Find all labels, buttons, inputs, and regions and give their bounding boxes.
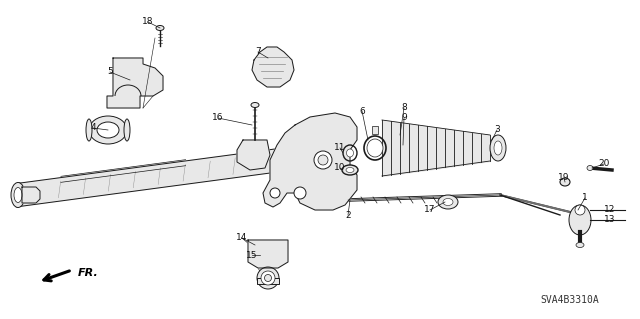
Polygon shape	[22, 187, 40, 203]
Text: 4: 4	[90, 123, 96, 132]
Text: 10: 10	[334, 164, 346, 173]
Ellipse shape	[97, 122, 119, 138]
Text: 5: 5	[107, 68, 113, 77]
Text: SVA4B3310A: SVA4B3310A	[541, 295, 600, 305]
Text: 20: 20	[598, 160, 610, 168]
Polygon shape	[17, 146, 296, 207]
Polygon shape	[107, 58, 163, 108]
Ellipse shape	[156, 26, 164, 31]
Ellipse shape	[257, 267, 279, 289]
Ellipse shape	[490, 135, 506, 161]
Ellipse shape	[89, 116, 127, 144]
Ellipse shape	[443, 198, 453, 205]
Ellipse shape	[587, 166, 593, 170]
Text: 3: 3	[494, 125, 500, 135]
Ellipse shape	[314, 151, 332, 169]
Text: 19: 19	[558, 174, 570, 182]
Bar	[257, 278, 279, 284]
Text: 7: 7	[255, 48, 261, 56]
Ellipse shape	[11, 182, 25, 207]
Polygon shape	[252, 47, 294, 87]
Text: 11: 11	[334, 144, 346, 152]
Ellipse shape	[346, 149, 353, 157]
Text: 6: 6	[359, 107, 365, 115]
Text: 8: 8	[401, 103, 407, 113]
Text: 13: 13	[604, 216, 616, 225]
Text: 1: 1	[582, 194, 588, 203]
Text: 17: 17	[424, 205, 436, 214]
Polygon shape	[248, 240, 288, 268]
Ellipse shape	[251, 102, 259, 108]
Text: 12: 12	[604, 205, 616, 214]
Ellipse shape	[14, 188, 22, 203]
Text: 2: 2	[345, 211, 351, 219]
Ellipse shape	[346, 167, 354, 173]
Ellipse shape	[342, 165, 358, 175]
Polygon shape	[237, 140, 270, 170]
Ellipse shape	[575, 205, 585, 215]
Ellipse shape	[270, 188, 280, 198]
Text: 15: 15	[246, 250, 258, 259]
Ellipse shape	[438, 195, 458, 209]
Text: 16: 16	[212, 114, 224, 122]
Text: FR.: FR.	[78, 268, 99, 278]
Ellipse shape	[264, 275, 271, 281]
Ellipse shape	[367, 139, 383, 157]
Ellipse shape	[576, 242, 584, 248]
Ellipse shape	[560, 178, 570, 186]
Ellipse shape	[124, 119, 130, 141]
Ellipse shape	[294, 187, 306, 199]
Text: 18: 18	[142, 18, 154, 26]
Text: 9: 9	[401, 114, 407, 122]
Ellipse shape	[569, 205, 591, 235]
Ellipse shape	[318, 155, 328, 165]
Ellipse shape	[261, 271, 275, 285]
Ellipse shape	[86, 119, 92, 141]
Bar	[372, 126, 378, 134]
Ellipse shape	[494, 141, 502, 155]
Text: 14: 14	[236, 234, 248, 242]
Polygon shape	[263, 113, 357, 210]
